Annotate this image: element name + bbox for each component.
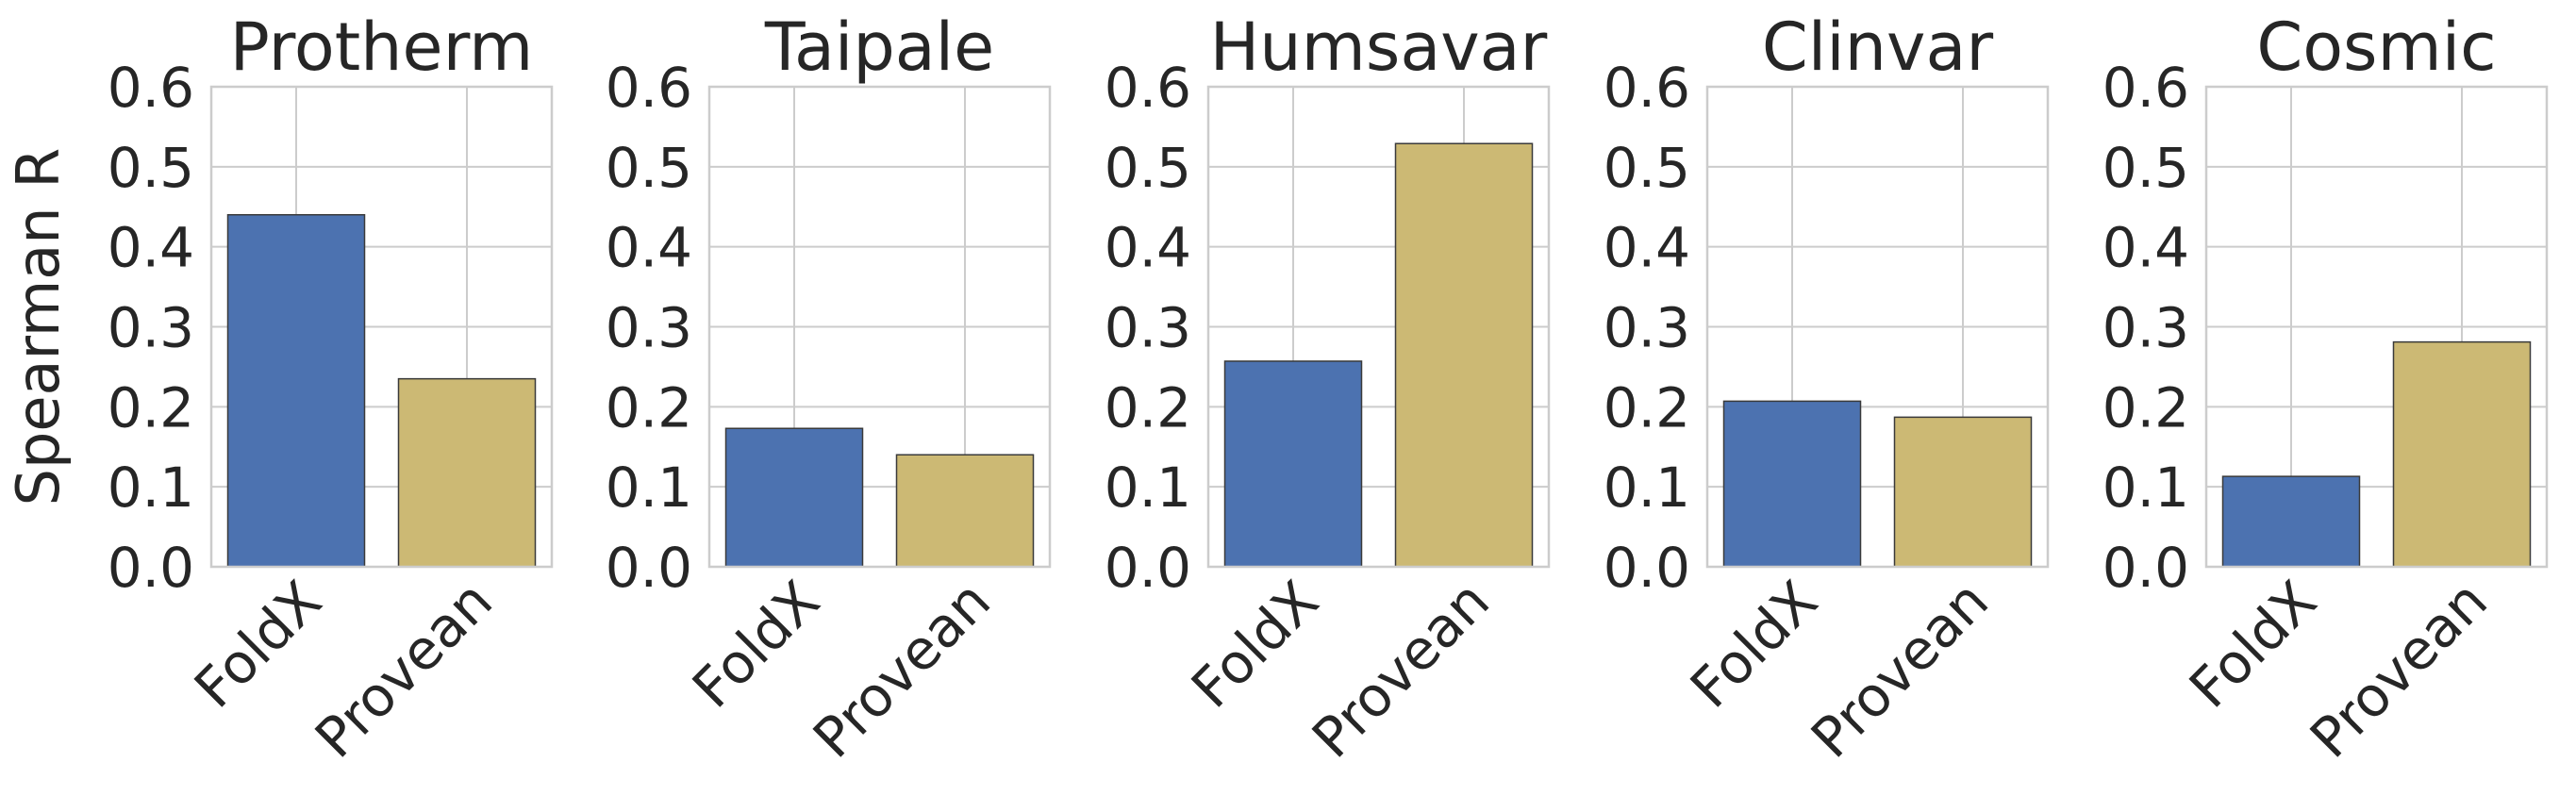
y-tick-label: 0.1 (108, 456, 194, 520)
x-category-label: FoldX (1678, 569, 1830, 721)
axes-frame (209, 85, 554, 569)
y-tick-label: 0.4 (108, 216, 194, 280)
y-tick-label: 0.3 (1604, 296, 1690, 360)
y-tick-label: 0.6 (1604, 56, 1690, 120)
bar-foldx (724, 427, 864, 568)
x-category-label: Provean (801, 569, 1003, 771)
x-category-label: Provean (303, 569, 505, 771)
y-tick-label: 0.3 (108, 296, 194, 360)
y-tick-label: 0.4 (1604, 216, 1690, 280)
x-category-label: FoldX (680, 569, 832, 721)
bar-foldx (226, 213, 366, 568)
x-category-label: FoldX (1179, 569, 1331, 721)
panel-title: Protherm (230, 8, 534, 86)
y-tick-label: 0.0 (2102, 536, 2189, 600)
bar-foldx (2221, 475, 2361, 568)
y-tick-label: 0.1 (2102, 456, 2189, 520)
y-tick-label: 0.0 (1105, 536, 1191, 600)
bar-provean (895, 454, 1035, 568)
y-tick-label: 0.4 (1105, 216, 1191, 280)
bar-foldx (1223, 360, 1363, 568)
bar-provean (2392, 340, 2532, 568)
y-tick-label: 0.6 (108, 56, 194, 120)
y-tick-label: 0.6 (606, 56, 692, 120)
y-tick-label: 0.0 (606, 536, 692, 600)
x-category-label: Provean (2298, 569, 2500, 771)
x-category-label: Provean (1300, 569, 1502, 771)
y-tick-label: 0.6 (2102, 56, 2189, 120)
axes-frame (707, 85, 1052, 569)
y-tick-label: 0.5 (2102, 136, 2189, 200)
bar-provean (1893, 416, 2033, 568)
y-tick-label: 0.4 (2102, 216, 2189, 280)
y-tick-label: 0.2 (1105, 375, 1191, 439)
panel-title: Clinvar (1762, 8, 1993, 86)
y-tick-label: 0.1 (606, 456, 692, 520)
x-category-label: FoldX (2177, 569, 2329, 721)
y-tick-label: 0.6 (1105, 56, 1191, 120)
y-tick-label: 0.5 (108, 136, 194, 200)
axes-frame (2204, 85, 2549, 569)
bar-foldx (1722, 400, 1862, 568)
y-tick-label: 0.0 (108, 536, 194, 600)
y-tick-label: 0.2 (2102, 375, 2189, 439)
bar-provean (397, 377, 537, 568)
y-tick-label: 0.4 (606, 216, 692, 280)
y-tick-label: 0.2 (108, 375, 194, 439)
y-tick-label: 0.0 (1604, 536, 1690, 600)
panel-title: Taipale (764, 8, 994, 86)
y-tick-label: 0.5 (1604, 136, 1690, 200)
y-tick-label: 0.5 (606, 136, 692, 200)
y-tick-label: 0.1 (1105, 456, 1191, 520)
bar-provean (1394, 142, 1534, 568)
y-axis-title: Spearman R (4, 148, 73, 506)
y-tick-label: 0.2 (1604, 375, 1690, 439)
panel-title: Cosmic (2256, 8, 2496, 86)
y-tick-label: 0.2 (606, 375, 692, 439)
y-tick-label: 0.3 (2102, 296, 2189, 360)
axes-frame (1206, 85, 1551, 569)
y-tick-label: 0.3 (606, 296, 692, 360)
y-tick-label: 0.3 (1105, 296, 1191, 360)
panel-title: Humsavar (1210, 8, 1548, 86)
axes-frame (1705, 85, 2050, 569)
x-category-label: Provean (1799, 569, 2001, 771)
y-tick-label: 0.5 (1105, 136, 1191, 200)
x-category-label: FoldX (182, 569, 334, 721)
y-tick-label: 0.1 (1604, 456, 1690, 520)
